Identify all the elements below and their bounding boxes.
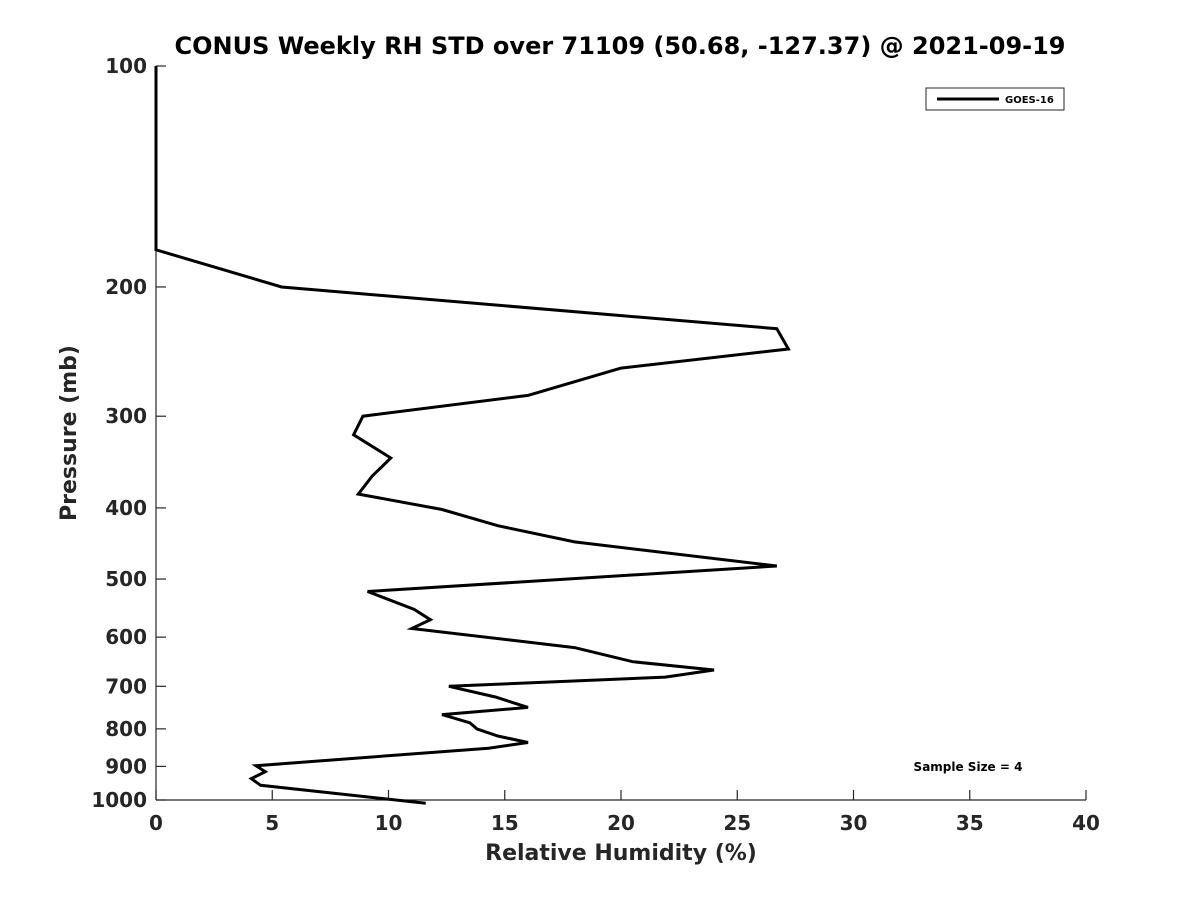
x-tick-label: 10 <box>375 811 403 835</box>
x-ticks: 0 5 10 15 20 25 30 35 40 <box>149 790 1100 835</box>
series-line-1 <box>154 66 791 805</box>
y-tick-label: 800 <box>105 717 147 741</box>
x-tick-label: 40 <box>1072 811 1100 835</box>
y-tick-label: 1000 <box>91 788 147 812</box>
x-tick-label: 25 <box>723 811 751 835</box>
chart-title: CONUS Weekly RH STD over 71109 (50.68, -… <box>174 32 1065 60</box>
x-axis-label: Relative Humidity (%) <box>485 841 757 866</box>
sample-size-annotation: Sample Size = 4 <box>914 760 1023 774</box>
legend-label: GOES-16 <box>1005 95 1054 106</box>
y-tick-label: 500 <box>105 567 147 591</box>
x-tick-label: 5 <box>265 811 279 835</box>
y-tick-label: 300 <box>105 404 147 428</box>
y-ticks: 100 200 300 400 500 600 700 800 900 1000 <box>91 54 166 812</box>
y-tick-label: 200 <box>105 275 147 299</box>
y-tick-label: 600 <box>105 625 147 649</box>
x-tick-label: 35 <box>956 811 984 835</box>
y-tick-label: 100 <box>105 54 147 78</box>
x-tick-label: 0 <box>149 811 163 835</box>
series-layer <box>154 66 791 805</box>
x-tick-label: 20 <box>607 811 635 835</box>
y-tick-label: 900 <box>105 754 147 778</box>
y-tick-label: 700 <box>105 674 147 698</box>
x-tick-label: 15 <box>491 811 519 835</box>
y-axis-label: Pressure (mb) <box>57 345 82 521</box>
legend: GOES-16 <box>925 87 1065 111</box>
x-tick-label: 30 <box>840 811 868 835</box>
y-tick-label: 400 <box>105 496 147 520</box>
axes <box>155 66 1086 801</box>
